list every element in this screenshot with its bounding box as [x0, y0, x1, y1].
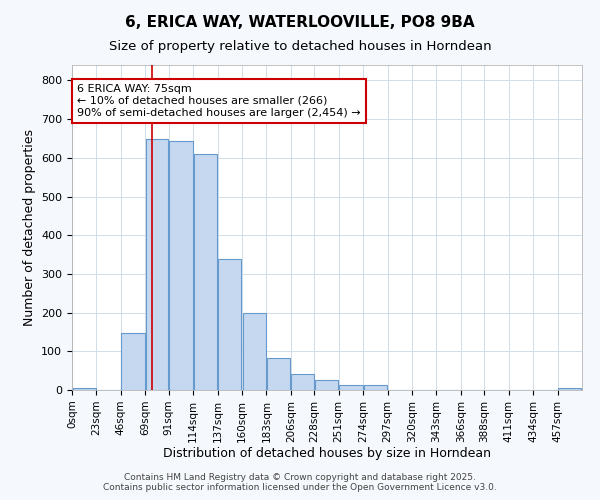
Text: 6, ERICA WAY, WATERLOOVILLE, PO8 9BA: 6, ERICA WAY, WATERLOOVILLE, PO8 9BA — [125, 15, 475, 30]
Bar — [315, 380, 338, 390]
Bar — [292, 374, 314, 390]
Bar — [364, 386, 387, 390]
Bar — [169, 141, 193, 390]
X-axis label: Distribution of detached houses by size in Horndean: Distribution of detached houses by size … — [163, 448, 491, 460]
Text: Size of property relative to detached houses in Horndean: Size of property relative to detached ho… — [109, 40, 491, 53]
Y-axis label: Number of detached properties: Number of detached properties — [23, 129, 35, 326]
Text: 6 ERICA WAY: 75sqm
← 10% of detached houses are smaller (266)
90% of semi-detach: 6 ERICA WAY: 75sqm ← 10% of detached hou… — [77, 84, 361, 117]
Bar — [121, 332, 145, 390]
Bar — [73, 388, 96, 390]
Bar — [218, 259, 241, 390]
Bar — [558, 388, 581, 390]
Bar — [267, 358, 290, 390]
Bar — [194, 154, 217, 390]
Bar — [146, 140, 168, 390]
Bar — [339, 386, 362, 390]
Bar — [242, 312, 266, 390]
Text: Contains HM Land Registry data © Crown copyright and database right 2025.
Contai: Contains HM Land Registry data © Crown c… — [103, 473, 497, 492]
